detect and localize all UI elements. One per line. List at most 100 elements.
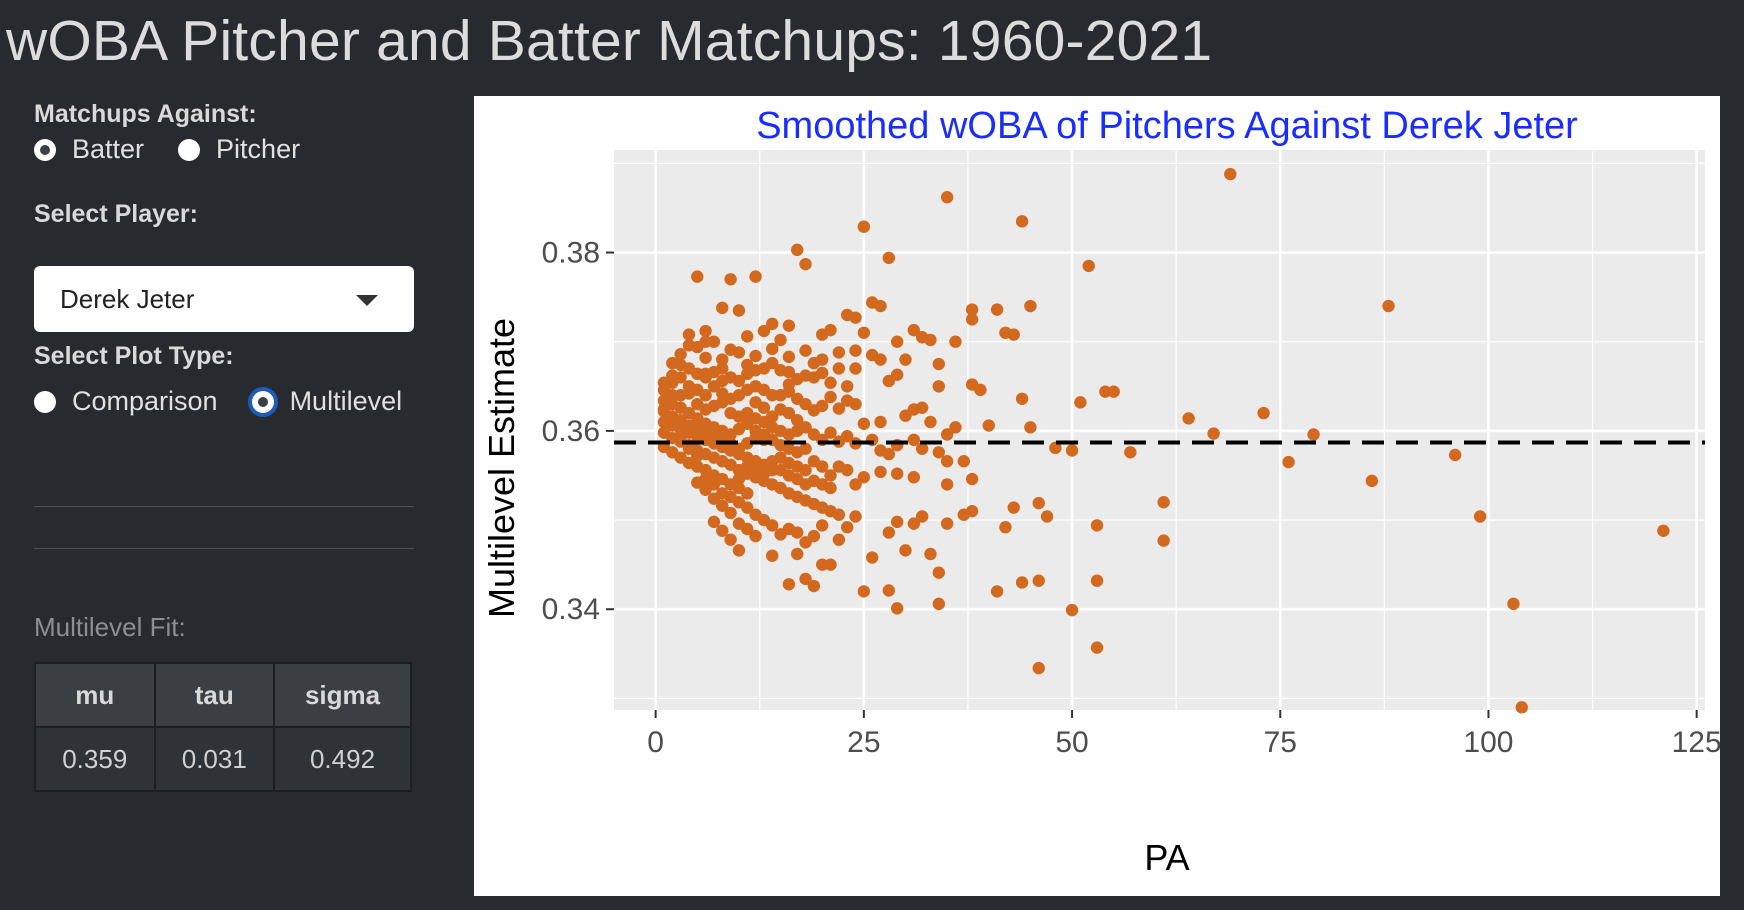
data-point — [1074, 396, 1087, 409]
data-point — [965, 504, 979, 518]
data-point — [915, 510, 929, 523]
radio-multilevel[interactable]: Multilevel — [251, 386, 402, 417]
data-point — [732, 544, 746, 557]
multilevel-fit-table: mu tau sigma 0.359 0.031 0.492 — [34, 662, 412, 792]
data-point — [1007, 501, 1020, 514]
plot-type-label: Select Plot Type: — [34, 342, 234, 370]
radio-comparison[interactable]: Comparison — [34, 386, 218, 417]
data-point — [699, 472, 712, 486]
radio-batter-dot[interactable] — [34, 138, 56, 161]
data-point — [940, 478, 954, 491]
data-point — [1032, 661, 1045, 675]
data-point — [1382, 299, 1395, 313]
data-point — [766, 549, 779, 562]
data-point — [791, 547, 804, 561]
x-tick-label: 100 — [1463, 726, 1513, 759]
data-point — [1207, 427, 1220, 440]
data-point — [741, 383, 754, 397]
y-axis-ticks: 0.34 0.36 0.38 — [542, 237, 614, 626]
data-point — [832, 460, 846, 473]
data-point — [824, 390, 837, 404]
data-point — [857, 585, 871, 598]
data-point — [691, 270, 704, 283]
plot-panel: 0 25 50 75 100 125 0.34 0.36 0.38 Smoothed wOBA… — [474, 96, 1720, 896]
data-point — [741, 501, 754, 514]
data-point — [907, 471, 921, 484]
data-point — [716, 396, 729, 409]
data-point — [766, 342, 779, 356]
data-point — [849, 362, 862, 375]
data-point — [674, 430, 687, 443]
data-point — [882, 526, 896, 539]
data-point — [949, 421, 962, 434]
data-point — [882, 447, 896, 461]
data-point — [899, 409, 912, 422]
data-point — [890, 602, 904, 615]
data-point — [1282, 455, 1295, 469]
fit-value-mu: 0.359 — [34, 726, 156, 792]
data-point — [766, 317, 779, 331]
data-point — [699, 367, 712, 381]
radio-batter[interactable]: Batter — [34, 134, 144, 165]
data-point — [799, 344, 812, 357]
data-point — [816, 353, 829, 366]
data-point — [907, 323, 921, 337]
data-point — [1090, 641, 1104, 654]
data-point — [1107, 385, 1120, 398]
data-point — [732, 517, 746, 530]
data-points — [657, 167, 1670, 714]
data-point — [757, 401, 771, 414]
data-point — [882, 584, 896, 597]
divider-1 — [34, 506, 414, 507]
data-point — [890, 335, 904, 348]
chevron-down-icon[interactable] — [356, 295, 378, 306]
radio-multilevel-dot[interactable] — [251, 390, 274, 413]
radio-pitcher[interactable]: Pitcher — [178, 134, 300, 165]
data-point — [915, 442, 929, 455]
fit-value-tau: 0.031 — [153, 726, 276, 792]
multilevel-fit-label: Multilevel Fit: — [34, 612, 186, 642]
data-point — [999, 520, 1012, 534]
data-point — [666, 389, 679, 402]
data-point — [807, 529, 821, 543]
x-tick-label: 75 — [1264, 726, 1297, 759]
data-point — [782, 350, 796, 364]
data-point — [749, 270, 762, 283]
data-point — [824, 481, 837, 495]
data-point — [899, 353, 912, 366]
data-point — [682, 328, 696, 341]
data-point — [807, 579, 821, 593]
data-point — [724, 533, 737, 546]
data-point — [807, 455, 821, 468]
data-point — [782, 365, 796, 379]
data-point — [874, 465, 887, 479]
fit-header-mu: mu — [34, 662, 156, 728]
data-point — [791, 243, 804, 257]
data-point — [724, 343, 737, 356]
radio-comparison-dot[interactable] — [34, 390, 56, 413]
data-point — [1157, 534, 1170, 547]
data-point — [1082, 259, 1095, 273]
data-point — [716, 499, 729, 512]
y-tick-label: 0.34 — [542, 593, 600, 626]
data-point — [1065, 444, 1079, 457]
data-point — [666, 369, 679, 382]
data-point — [840, 430, 854, 443]
data-point — [749, 349, 762, 363]
data-point — [932, 597, 946, 611]
data-point — [957, 455, 970, 468]
data-point — [1015, 576, 1029, 589]
divider-2 — [34, 548, 414, 549]
data-point — [932, 446, 946, 459]
data-point — [890, 515, 904, 529]
radio-pitcher-dot[interactable] — [178, 138, 201, 161]
player-select[interactable]: Derek Jeter — [34, 266, 414, 332]
data-point — [791, 413, 804, 427]
data-point — [732, 472, 746, 486]
data-point — [749, 364, 762, 377]
data-point — [940, 517, 954, 530]
data-point — [857, 220, 871, 233]
data-point — [1090, 519, 1104, 532]
data-point — [682, 442, 696, 455]
y-tick-label: 0.38 — [542, 237, 600, 270]
